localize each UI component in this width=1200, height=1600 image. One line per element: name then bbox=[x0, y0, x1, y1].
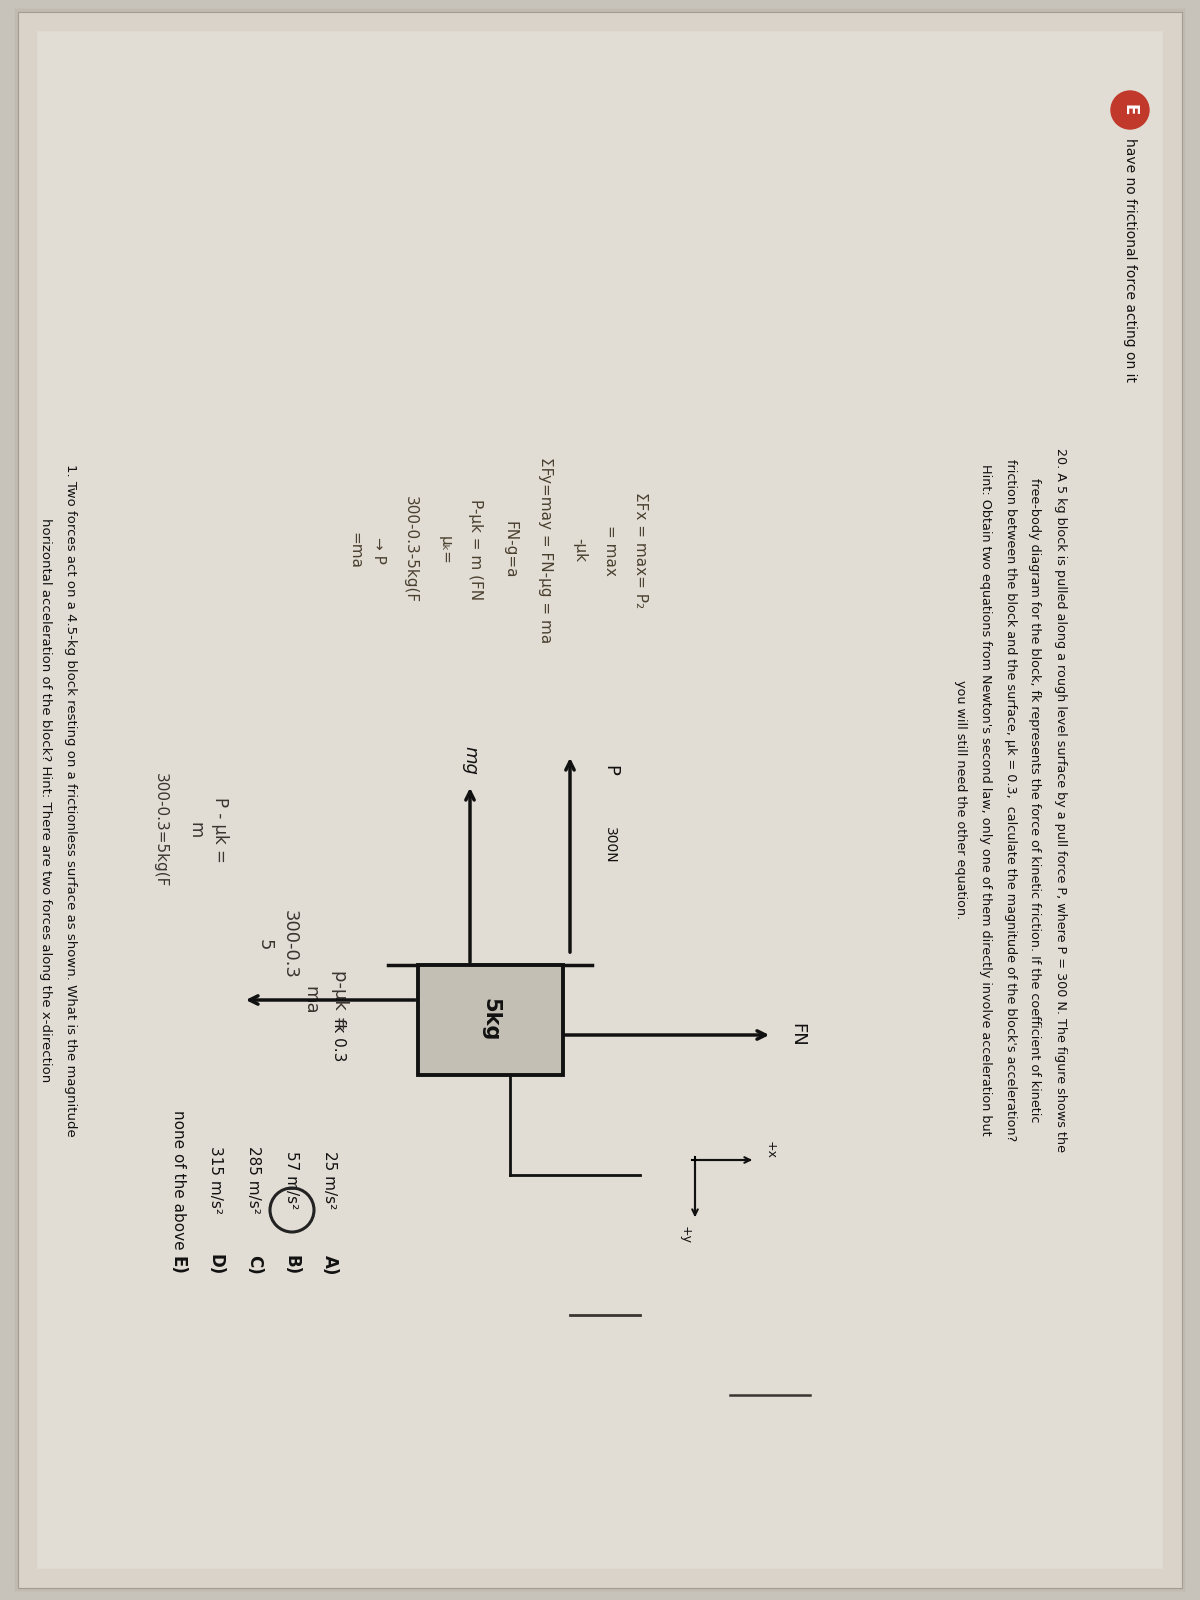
Text: E: E bbox=[1121, 104, 1139, 115]
Text: have no frictional force acting on it: have no frictional force acting on it bbox=[1123, 138, 1138, 382]
Text: mg: mg bbox=[461, 746, 479, 774]
Text: μₖ=: μₖ= bbox=[438, 536, 452, 565]
Text: FN: FN bbox=[788, 1022, 806, 1046]
Text: free-body diagram for the block, fk represents the force of kinetic friction. If: free-body diagram for the block, fk repr… bbox=[1028, 478, 1042, 1122]
Text: friction between the block and the surface, μk = 0.3,  calculate the magnitude o: friction between the block and the surfa… bbox=[1003, 459, 1016, 1141]
Text: → P: → P bbox=[371, 536, 385, 563]
Text: m: m bbox=[186, 822, 204, 838]
Text: 57 m/s²: 57 m/s² bbox=[284, 1150, 300, 1210]
Text: P - μk =: P - μk = bbox=[211, 797, 229, 862]
Text: B): B) bbox=[283, 1254, 301, 1275]
Text: you will still need the other equation.: you will still need the other equation. bbox=[954, 680, 966, 920]
Text: Hint: Obtain two equations from Newton's second law, only one of them directly i: Hint: Obtain two equations from Newton's… bbox=[978, 464, 991, 1136]
Text: ΣFx = max= P₂: ΣFx = max= P₂ bbox=[632, 491, 648, 608]
Text: A): A) bbox=[322, 1254, 340, 1275]
Text: -μk: -μk bbox=[572, 538, 588, 562]
Text: +y: +y bbox=[678, 1226, 691, 1245]
Text: 300-0.3=5kg(F: 300-0.3=5kg(F bbox=[152, 773, 168, 886]
Text: ma: ma bbox=[301, 986, 319, 1014]
Text: =ma: =ma bbox=[348, 531, 362, 568]
Text: none of the above: none of the above bbox=[170, 1110, 186, 1250]
Text: 20. A 5 kg block is pulled along a rough level surface by a pull force P, where : 20. A 5 kg block is pulled along a rough… bbox=[1054, 448, 1067, 1152]
Text: 285 m/s²: 285 m/s² bbox=[246, 1146, 262, 1214]
Text: fk 0.3: fk 0.3 bbox=[330, 1018, 346, 1062]
Text: 25 m/s²: 25 m/s² bbox=[323, 1150, 337, 1210]
Text: C): C) bbox=[245, 1254, 263, 1275]
Text: 5kg: 5kg bbox=[480, 998, 500, 1042]
Text: E): E) bbox=[169, 1256, 187, 1275]
Bar bbox=[418, 965, 563, 1075]
Circle shape bbox=[1111, 91, 1150, 130]
Text: 315 m/s²: 315 m/s² bbox=[209, 1146, 223, 1214]
Text: = max: = max bbox=[602, 525, 618, 576]
Text: P: P bbox=[601, 765, 619, 776]
Text: 5: 5 bbox=[256, 939, 274, 950]
Text: D): D) bbox=[208, 1254, 226, 1275]
Text: ΣFy=may = FN-μg = ma: ΣFy=may = FN-μg = ma bbox=[538, 458, 552, 643]
Text: 300-0.3-5kg(F: 300-0.3-5kg(F bbox=[402, 496, 418, 603]
Text: FN-g=a: FN-g=a bbox=[503, 522, 517, 579]
Text: 1. Two forces act on a 4.5-kg block resting on a frictionless surface as shown. : 1. Two forces act on a 4.5-kg block rest… bbox=[64, 464, 77, 1136]
Text: 300-0.3: 300-0.3 bbox=[281, 910, 299, 979]
Text: +x: +x bbox=[763, 1141, 776, 1158]
Text: horizontal acceleration of the block? Hint: There are two forces along the x-dir: horizontal acceleration of the block? Hi… bbox=[38, 518, 52, 1082]
Text: p-μk =: p-μk = bbox=[331, 970, 349, 1030]
Text: 300N: 300N bbox=[604, 827, 617, 864]
Text: P-μk = m (FN: P-μk = m (FN bbox=[468, 499, 482, 600]
